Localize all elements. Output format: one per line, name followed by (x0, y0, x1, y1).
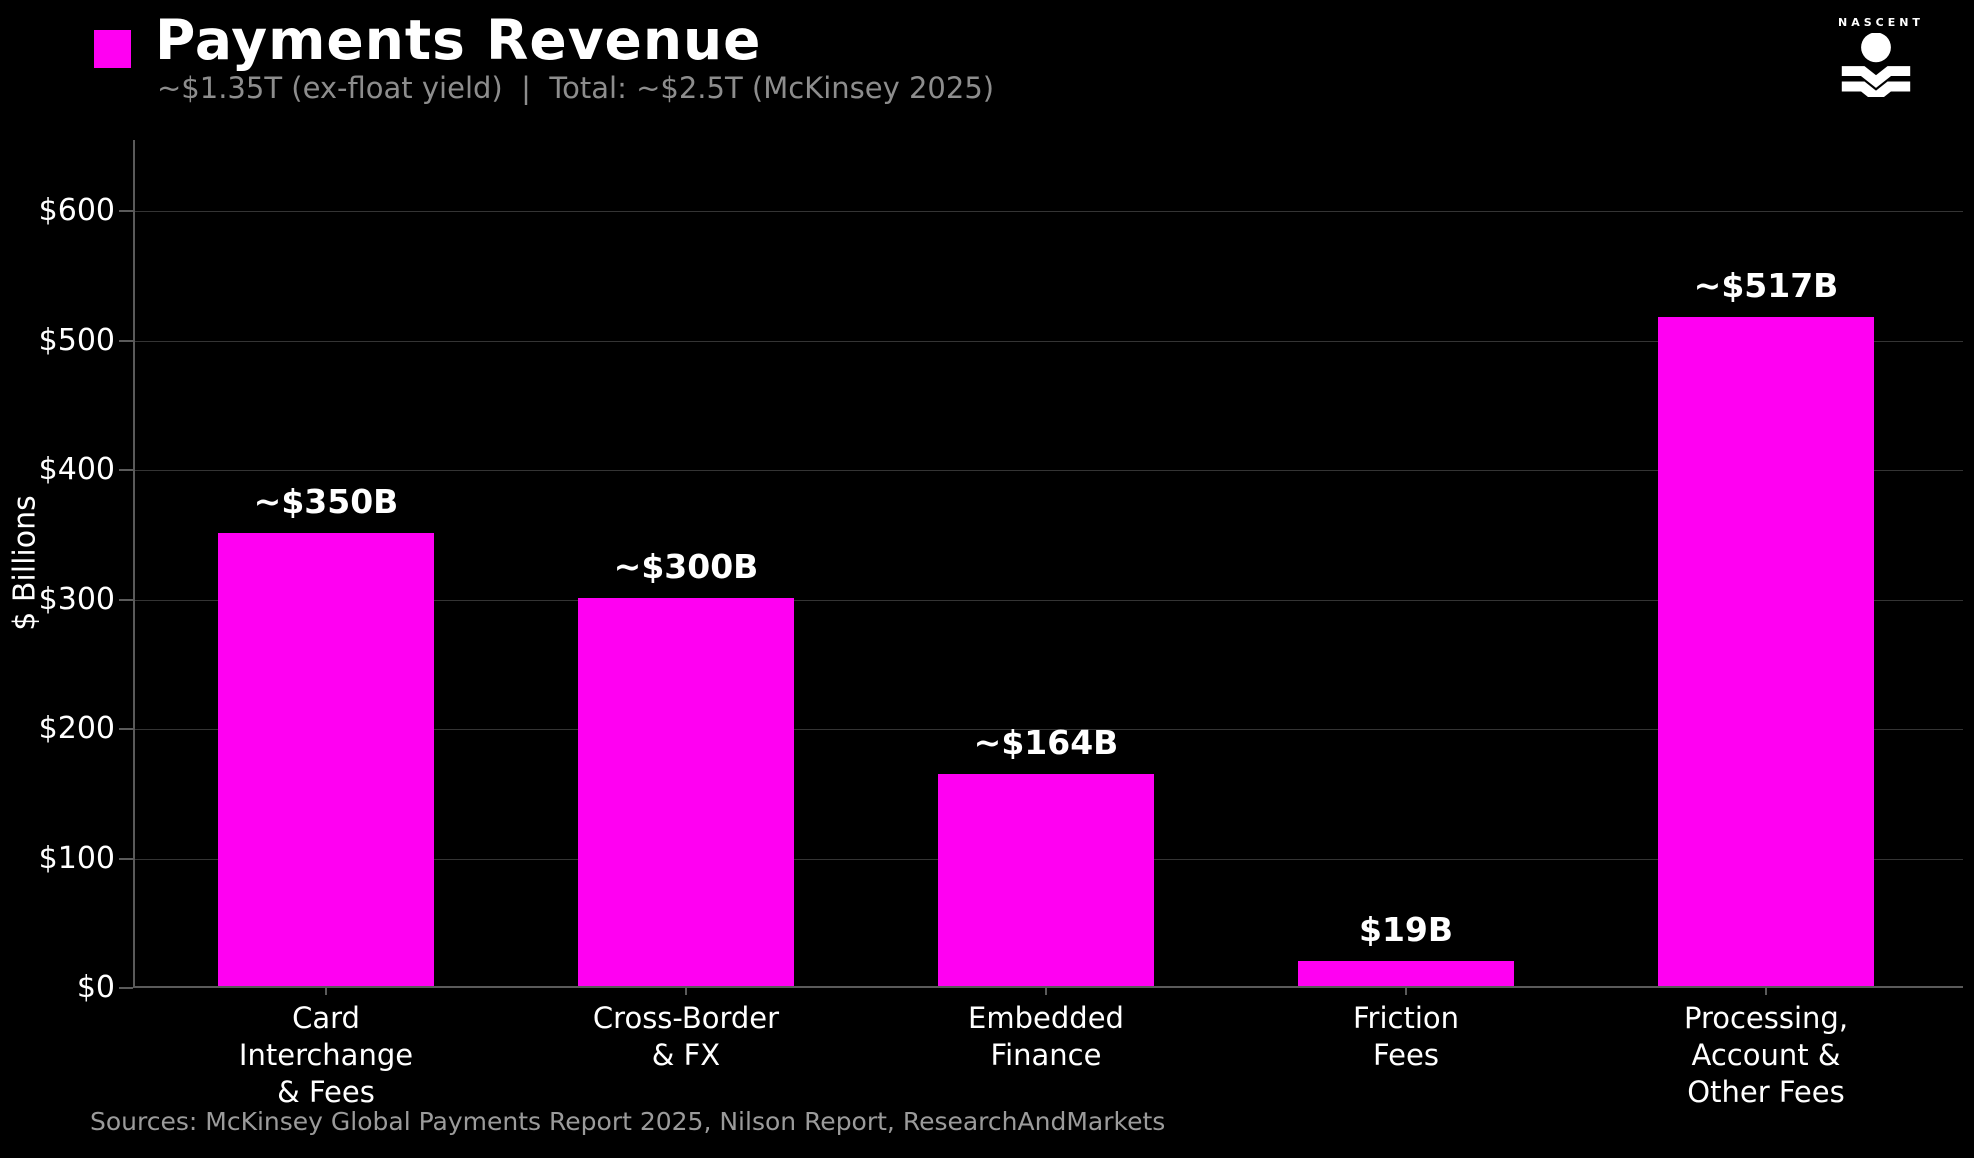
y-tick-label-400: $400 (38, 452, 115, 488)
y-tick-label-0: $0 (76, 970, 115, 1005)
bar-0 (218, 532, 434, 986)
x-category-line: Embedded (968, 1001, 1124, 1035)
bar-value-label-1: ~$300B (613, 546, 759, 586)
x-category-line: Fees (1373, 1038, 1439, 1072)
bar-1 (578, 597, 794, 986)
logo-brand-text: NASCENT (1838, 16, 1924, 29)
bar-value-label-0: ~$350B (253, 481, 399, 521)
x-category-label-1: Cross-Border & FX (593, 1000, 779, 1074)
x-category-label-0: Card Interchange & Fees (239, 1000, 413, 1111)
y-tick-0 (119, 987, 133, 989)
x-category-line: Interchange (238, 1038, 414, 1072)
gridline-600 (135, 211, 1963, 213)
y-tick-label-300: $300 (38, 581, 115, 617)
bar-value-label-4: ~$517B (1693, 265, 1839, 305)
y-tick-label-600: $600 (38, 193, 115, 229)
y-tick-600 (119, 210, 133, 213)
x-tick-3 (1405, 986, 1407, 995)
bar-3 (1298, 961, 1514, 986)
x-tick-0 (325, 986, 327, 995)
y-tick-300 (119, 598, 133, 601)
bar-value-label-2: ~$164B (973, 722, 1119, 762)
plot-area: $ Billions $0 $100 $200 $300 $400 $500 $600 ~$3… (8, 140, 1963, 1109)
page-subtitle: ~$1.35T (ex-float yield) | Total: ~$2.5T… (157, 71, 995, 105)
nascent-logo: NASCENT (1834, 16, 1924, 104)
logo-circle (1861, 32, 1891, 63)
logo-book-top (1841, 66, 1911, 88)
y-tick-label-500: $500 (38, 322, 115, 358)
nascent-logo-icon (1841, 32, 1911, 104)
x-category-label-3: Friction Fees (1353, 1000, 1459, 1074)
x-category-line: Finance (990, 1038, 1102, 1072)
x-category-line: & FX (651, 1038, 721, 1072)
x-category-line: Account & (1691, 1038, 1841, 1072)
bar-2 (938, 773, 1154, 986)
gridline-500 (135, 340, 1963, 342)
y-tick-label-200: $200 (38, 711, 115, 747)
x-category-line: Card (292, 1001, 360, 1035)
y-tick-200 (119, 728, 133, 731)
x-category-line: Friction (1352, 1001, 1460, 1035)
gridline-200 (135, 729, 1963, 731)
x-category-line: Processing, (1683, 1001, 1849, 1035)
sources-note: Sources: McKinsey Global Payments Report… (90, 1107, 1166, 1136)
gridline-400 (135, 470, 1963, 472)
gridline-300 (135, 599, 1963, 601)
title-accent-square (94, 30, 131, 68)
y-tick-100 (119, 857, 133, 860)
y-tick-label-100: $100 (38, 840, 115, 876)
x-category-line: Other Fees (1687, 1075, 1845, 1109)
y-tick-500 (119, 339, 133, 342)
y-tick-400 (119, 469, 133, 472)
bar-value-label-3: $19B (1358, 910, 1454, 950)
x-tick-4 (1765, 986, 1767, 995)
x-tick-1 (685, 986, 687, 995)
page-title: Payments Revenue (155, 8, 762, 72)
logo-book-bottom (1841, 81, 1911, 104)
x-category-label-4: Processing, Account & Other Fees (1684, 1000, 1848, 1111)
x-category-label-2: Embedded Finance (968, 1000, 1124, 1074)
x-category-line: & Fees (277, 1075, 375, 1109)
x-category-line: Cross-Border (592, 1001, 780, 1035)
bar-4 (1658, 316, 1874, 986)
x-tick-2 (1045, 986, 1047, 995)
